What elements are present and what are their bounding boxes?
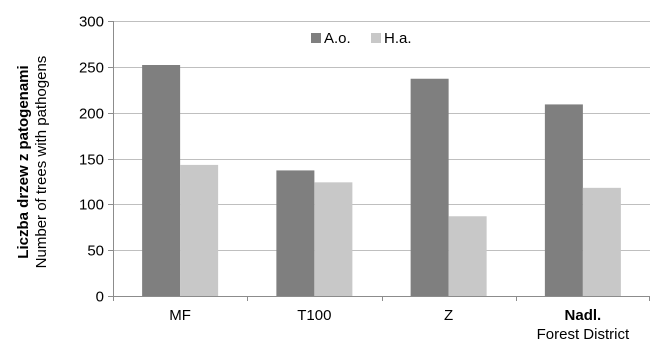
bar-ha-t100 — [314, 182, 353, 296]
bar-ao-t100 — [276, 170, 315, 296]
legend-label-ao: A.o. — [324, 30, 351, 47]
bars — [142, 65, 621, 297]
bar-ha-nadl — [582, 187, 621, 296]
y-tick-labels: 0 50 100 150 200 250 300 — [79, 14, 104, 306]
category-labels: MF T100 Z Nadl. Forest District — [169, 307, 630, 343]
bar-ao-mf — [142, 65, 181, 296]
y-axis-title: Liczba drzew z patogenami Number of tree… — [15, 56, 50, 269]
legend-swatch-ao — [311, 33, 321, 43]
bar-ao-nadl — [544, 104, 583, 297]
category-label: Z — [444, 307, 453, 324]
bar-ao-z — [410, 78, 449, 296]
bar-ha-mf — [180, 164, 219, 296]
y-tick-label: 0 — [96, 289, 104, 306]
legend-swatch-ha — [371, 33, 381, 43]
category-label: T100 — [297, 307, 331, 324]
legend-label-ha: H.a. — [384, 30, 412, 47]
bar-ha-z — [448, 216, 487, 296]
y-tick-label: 250 — [79, 60, 104, 77]
y-tick-label: 200 — [79, 106, 104, 123]
y-tick-label: 100 — [79, 197, 104, 214]
category-sublabel: Forest District — [537, 326, 630, 343]
y-axis-label-english: Number of trees with pathogens — [33, 56, 50, 269]
axes — [108, 21, 650, 301]
category-label: MF — [169, 307, 191, 324]
y-tick-label: 150 — [79, 152, 104, 169]
category-label: Nadl. — [565, 307, 602, 324]
y-axis-label-polish: Liczba drzew z patogenami — [15, 65, 32, 258]
legend: A.o. H.a. — [311, 30, 412, 47]
y-tick-label: 300 — [79, 14, 104, 31]
y-tick-label: 50 — [87, 243, 104, 260]
